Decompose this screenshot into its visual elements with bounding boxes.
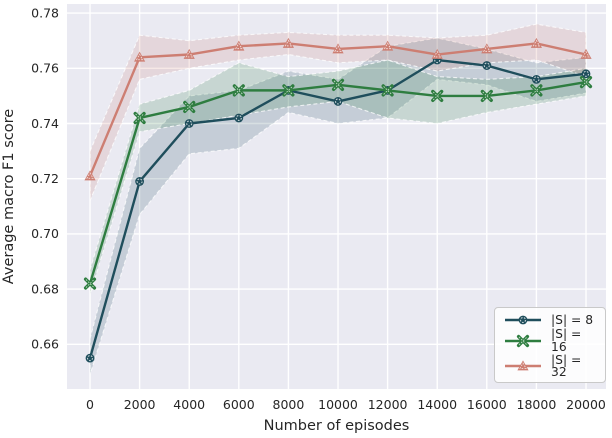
x-tick-label: 16000 [467,397,507,412]
marker-s8-circle-icon [135,177,145,186]
x-tick-label: 10000 [318,397,358,412]
marker-s32-triangle-icon [580,48,592,59]
marker-s8-circle-icon [581,69,591,79]
marker-s32-triangle-icon [481,43,493,54]
confidence-band-s16 [89,59,587,295]
marker-s8-circle-icon [85,353,95,363]
marker-s16-x-icon [331,78,345,91]
marker-s32-triangle-icon [332,43,344,54]
marker-s8-circle-icon [234,113,244,123]
x-tick-label: 6000 [223,397,255,412]
y-tick-label: 0.76 [31,61,59,76]
legend-swatch-s16 [505,334,541,347]
legend-item-s8: |S| = 8 [503,312,597,328]
y-tick-label: 0.72 [31,171,59,186]
marker-s16-x-icon [480,89,493,103]
marker-s32-triangle-icon [382,40,394,51]
marker-s32-triangle-icon [530,37,543,48]
marker-s32-triangle-icon [431,48,443,59]
y-tick-label: 0.78 [31,5,59,20]
legend: |S| = 8 |S| = 16 |S| = 32 [494,307,606,383]
y-axis-label: Average macro F1 score [1,109,17,284]
marker-s16-x-icon [579,76,593,89]
marker-s16-x-icon [83,277,97,290]
marker-s8-circle-icon [532,74,541,84]
x-tick-label: 4000 [173,397,205,412]
x-tick-label: 18000 [517,397,557,412]
marker-s16-x-icon [516,334,530,347]
legend-item-s32: |S| = 32 [503,354,597,379]
y-tick-label: 0.70 [31,226,59,241]
x-tick-label: 8000 [273,397,305,412]
x-tick-label: 2000 [124,397,156,412]
marker-s8-circle-icon [482,61,492,70]
legend-label-s16: |S| = 16 [551,327,582,354]
legend-swatch-s8 [505,315,541,325]
x-tick-label: 20000 [566,397,606,412]
legend-swatch-s32 [505,360,541,371]
marker-s16-x-icon [232,84,245,97]
marker-s16-x-icon [530,84,543,97]
y-tick-label: 0.74 [31,116,59,131]
legend-item-s16: |S| = 16 [503,328,597,353]
marker-s16-x-icon [133,111,146,125]
x-axis-label: Number of episodes [264,418,410,434]
marker-s16-x-icon [431,89,444,103]
marker-s8-circle-icon [184,119,194,128]
marker-s16-x-icon [381,84,394,97]
marker-s32-triangle-icon [233,40,245,51]
marker-s8-circle-icon [333,97,343,106]
marker-s32-triangle-icon [282,37,295,48]
legend-label-s8: |S| = 8 [551,312,594,327]
x-tick-label: 14000 [417,397,457,412]
marker-s16-x-icon [183,100,196,114]
marker-s32-triangle-icon [517,360,529,371]
marker-s8-circle-icon [518,315,528,325]
marker-s16-x-icon [282,84,295,97]
marker-s32-triangle-icon [134,51,146,62]
x-tick-label: 12000 [368,397,408,412]
legend-label-s32: |S| = 32 [551,352,582,379]
marker-s32-triangle-icon [183,48,195,59]
x-tick-label: 0 [86,397,94,412]
y-tick-label: 0.68 [31,281,59,296]
marker-s32-triangle-icon [84,170,96,181]
y-tick-label: 0.66 [31,337,59,352]
